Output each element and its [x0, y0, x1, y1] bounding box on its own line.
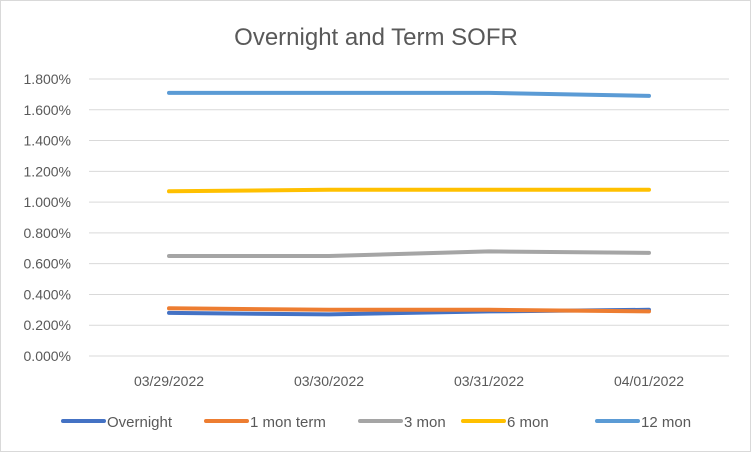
- y-tick-label: 1.800%: [24, 71, 71, 87]
- y-tick-label: 1.000%: [24, 194, 71, 210]
- y-tick-label: 0.400%: [24, 286, 71, 302]
- y-tick-label: 0.000%: [24, 348, 71, 364]
- y-axis-ticks: 0.000% 0.200% 0.400% 0.600% 0.800% 1.000% 1.20…: [24, 71, 71, 364]
- series-line-1-mon-term: [167, 306, 651, 314]
- x-tick-label: 03/30/2022: [294, 373, 364, 389]
- plot-series: [167, 90, 651, 317]
- legend-label-3-mon: 3 mon: [404, 414, 446, 431]
- legend-label-1-mon-term: 1 mon term: [250, 414, 326, 431]
- x-axis-ticks: 03/29/2022 03/30/2022 03/31/2022 04/01/2022: [134, 373, 684, 389]
- series-line-3-mon: [167, 249, 651, 258]
- y-tick-label: 0.200%: [24, 317, 71, 333]
- y-tick-label: 1.200%: [24, 163, 71, 179]
- x-tick-label: 04/01/2022: [614, 373, 684, 389]
- legend-label-12-mon: 12 mon: [641, 414, 691, 431]
- x-tick-label: 03/29/2022: [134, 373, 204, 389]
- x-tick-label: 03/31/2022: [454, 373, 524, 389]
- y-tick-label: 1.600%: [24, 102, 71, 118]
- y-tick-label: 0.600%: [24, 256, 71, 272]
- legend-label-6-mon: 6 mon: [507, 414, 549, 431]
- y-tick-label: 0.800%: [24, 225, 71, 241]
- legend-label-overnight: Overnight: [107, 414, 173, 431]
- gridlines: [89, 78, 729, 357]
- series-line-12-mon: [167, 90, 651, 98]
- series-line-6-mon: [167, 187, 651, 194]
- chart-title: Overnight and Term SOFR: [234, 24, 518, 51]
- y-tick-label: 1.400%: [24, 133, 71, 149]
- legend: Overnight 1 mon term 3 mon 6 mon 12 mon: [61, 414, 691, 431]
